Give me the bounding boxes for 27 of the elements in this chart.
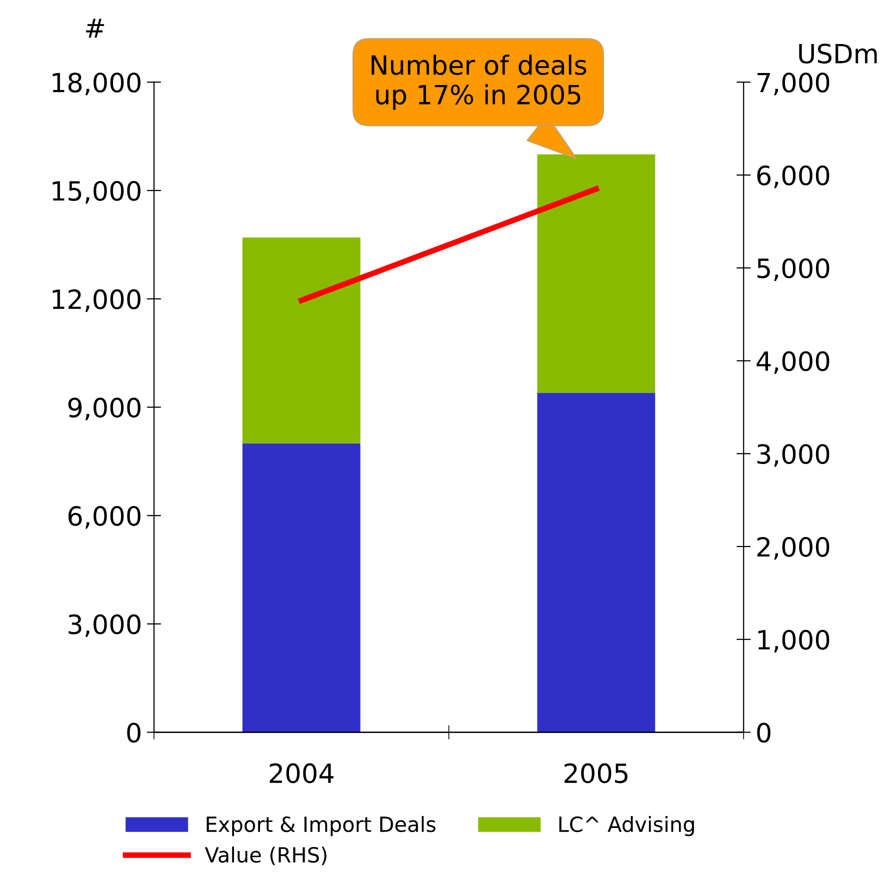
bar: [242, 443, 360, 732]
annotation: Number of deals up 17% in 2005: [372, 54, 586, 110]
y2-tick-label: 0: [757, 722, 770, 743]
y2-tick-label: 5,000: [757, 258, 830, 281]
y-tick-label: 15,000: [52, 180, 140, 204]
y2-tick-label: 1,000: [758, 630, 830, 652]
bar: [537, 154, 656, 393]
y-tick-label: 18,000: [52, 72, 140, 96]
y-axis-title: #: [86, 18, 104, 38]
y2-tick-label: 2,000: [757, 536, 830, 560]
y-tick-label: 3,000: [68, 614, 140, 638]
legend-label: LC^ Advising: [559, 816, 694, 836]
y2-axis-title: USDm: [799, 44, 877, 64]
legend-label: Value (RHS): [204, 846, 326, 866]
y-tick-label: 6,000: [68, 506, 140, 529]
y-tick-label: 0: [127, 722, 140, 743]
legend-label: Export & Import Deals: [206, 816, 436, 836]
x-tick-label: 2004: [270, 763, 334, 784]
y2-tick-label: 7,000: [758, 72, 830, 96]
bar: [242, 237, 360, 444]
y-tick-label: 9,000: [68, 398, 140, 420]
x-tick-label: 2005: [564, 763, 628, 784]
y2-tick-label: 6,000: [757, 165, 830, 188]
bar: [537, 392, 656, 732]
y-tick-label: 12,000: [52, 289, 140, 312]
y2-tick-label: 4,000: [756, 351, 830, 374]
y2-tick-label: 3,000: [757, 444, 830, 467]
